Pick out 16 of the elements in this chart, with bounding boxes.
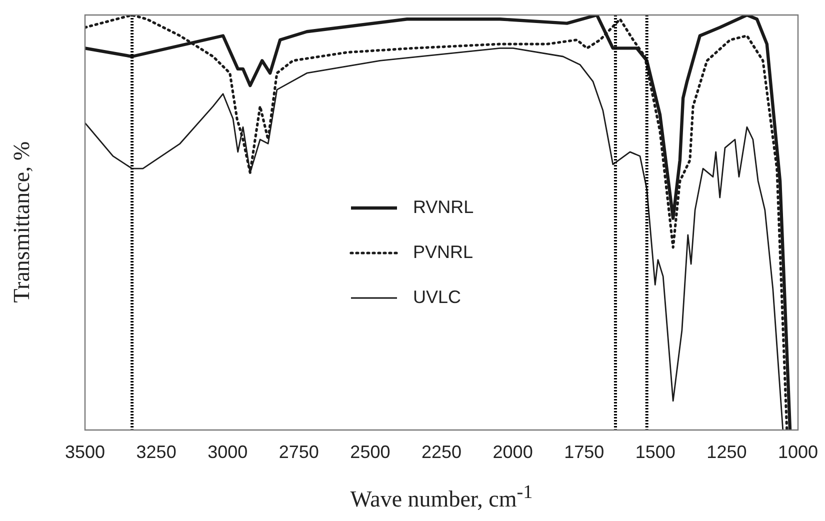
x-tick-label: 2500 — [350, 442, 390, 462]
y-axis-title: Transmittance, % — [9, 141, 35, 303]
legend-label: RVNRL — [413, 197, 474, 218]
x-tick-label: 2750 — [278, 442, 319, 462]
x-tick-label: 1250 — [706, 442, 747, 462]
x-tick-label: 3000 — [208, 442, 248, 462]
x-tick-label: 1750 — [564, 442, 604, 462]
legend-label: PVNRL — [413, 242, 474, 263]
x-tick-label: 3250 — [136, 442, 176, 462]
x-tick-label: 1500 — [635, 442, 676, 462]
x-tick-label: 1000 — [778, 442, 818, 462]
x-tick-label: 2000 — [492, 442, 533, 462]
x-axis-title: Wave number, cm$^{-1}$ — [349, 482, 534, 513]
x-tick-label: 3500 — [64, 442, 106, 462]
x-tick-label: 2250 — [421, 442, 462, 462]
legend-label: UVLC — [413, 287, 462, 308]
